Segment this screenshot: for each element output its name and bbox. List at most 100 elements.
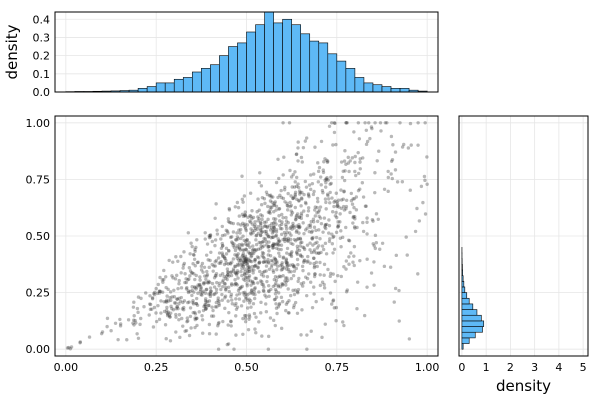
scatter-point <box>383 265 386 268</box>
scatter-point <box>178 336 181 339</box>
scatter-point <box>414 230 417 233</box>
scatter-point <box>304 139 307 142</box>
scatter-point <box>288 121 291 124</box>
scatter-point <box>211 240 214 243</box>
top-hist-bar-10 <box>156 83 165 92</box>
scatter-point <box>256 215 259 218</box>
top-hist-bar-11 <box>165 83 174 92</box>
scatter-point <box>253 312 256 315</box>
scatter-point <box>317 170 320 173</box>
scatter-point <box>266 275 269 278</box>
scatter-point <box>243 291 246 294</box>
scatter-point <box>312 292 315 295</box>
scatter-point <box>159 299 162 302</box>
scatter-point <box>242 248 245 251</box>
scatter-point <box>338 212 341 215</box>
scatter-point <box>319 284 322 287</box>
scatter-point <box>207 304 210 307</box>
scatter-point <box>181 301 184 304</box>
scatter-point <box>199 293 202 296</box>
scatter-point <box>234 314 237 317</box>
top-hist-bar-9 <box>147 87 156 92</box>
scatter-y-tick-0: 0.00 <box>26 343 51 356</box>
scatter-point <box>425 155 428 158</box>
scatter-point <box>339 245 342 248</box>
scatter-point <box>235 293 238 296</box>
scatter-point <box>251 244 254 247</box>
scatter-point <box>132 305 135 308</box>
scatter-point <box>314 300 317 303</box>
scatter-point <box>233 253 236 256</box>
scatter-point <box>351 260 354 263</box>
scatter-point <box>213 276 216 279</box>
scatter-point <box>307 195 310 198</box>
scatter-point <box>246 306 249 309</box>
scatter-point <box>335 216 338 219</box>
scatter-point <box>201 262 204 265</box>
scatter-point <box>296 146 299 149</box>
scatter-point <box>263 270 266 273</box>
scatter-point <box>307 209 310 212</box>
scatter-point <box>233 278 236 281</box>
scatter-point <box>287 299 290 302</box>
scatter-point <box>237 289 240 292</box>
scatter-point <box>280 233 283 236</box>
scatter-point <box>379 129 382 132</box>
scatter-point <box>267 335 270 338</box>
scatter-point <box>386 190 389 193</box>
scatter-point <box>295 198 298 201</box>
scatter-point <box>253 327 256 330</box>
scatter-point <box>322 248 325 251</box>
scatter-point <box>322 168 325 171</box>
scatter-point <box>221 280 224 283</box>
scatter-point <box>171 276 174 279</box>
scatter-point <box>183 272 186 275</box>
scatter-point <box>299 241 302 244</box>
scatter-point <box>358 259 361 262</box>
scatter-point <box>320 336 323 339</box>
scatter-point <box>192 253 195 256</box>
scatter-point <box>251 265 254 268</box>
scatter-point <box>365 216 368 219</box>
scatter-point <box>334 143 337 146</box>
scatter-point <box>267 290 270 293</box>
scatter-point <box>327 178 330 181</box>
scatter-point <box>348 211 351 214</box>
scatter-point <box>221 299 224 302</box>
scatter-point <box>274 324 277 327</box>
scatter-point <box>180 286 183 289</box>
scatter-point <box>356 280 359 283</box>
scatter-point <box>109 329 112 332</box>
scatter-point <box>214 305 217 308</box>
scatter-point <box>365 232 368 235</box>
scatter-point <box>269 316 272 319</box>
scatter-point <box>280 296 283 299</box>
top-hist-bar-33 <box>364 83 373 92</box>
scatter-point <box>181 324 184 327</box>
scatter-point <box>352 254 355 257</box>
scatter-point <box>312 285 315 288</box>
scatter-point <box>247 318 250 321</box>
scatter-point <box>301 245 304 248</box>
scatter-point <box>225 278 228 281</box>
scatter-point <box>333 131 336 134</box>
scatter-point <box>347 156 350 159</box>
top-y-axis-title: density <box>3 24 21 79</box>
scatter-point <box>228 208 231 211</box>
scatter-point <box>301 221 304 224</box>
scatter-point <box>256 266 259 269</box>
scatter-point <box>198 310 201 313</box>
scatter-point <box>286 208 289 211</box>
scatter-point <box>396 180 399 183</box>
scatter-point <box>250 209 253 212</box>
scatter-point <box>351 156 354 159</box>
scatter-point <box>364 205 367 208</box>
scatter-point <box>313 272 316 275</box>
scatter-point <box>322 283 325 286</box>
scatter-point <box>330 196 333 199</box>
scatter-point <box>328 182 331 185</box>
scatter-point <box>322 274 325 277</box>
scatter-point <box>250 252 253 255</box>
scatter-point <box>243 213 246 216</box>
scatter-point <box>132 301 135 304</box>
